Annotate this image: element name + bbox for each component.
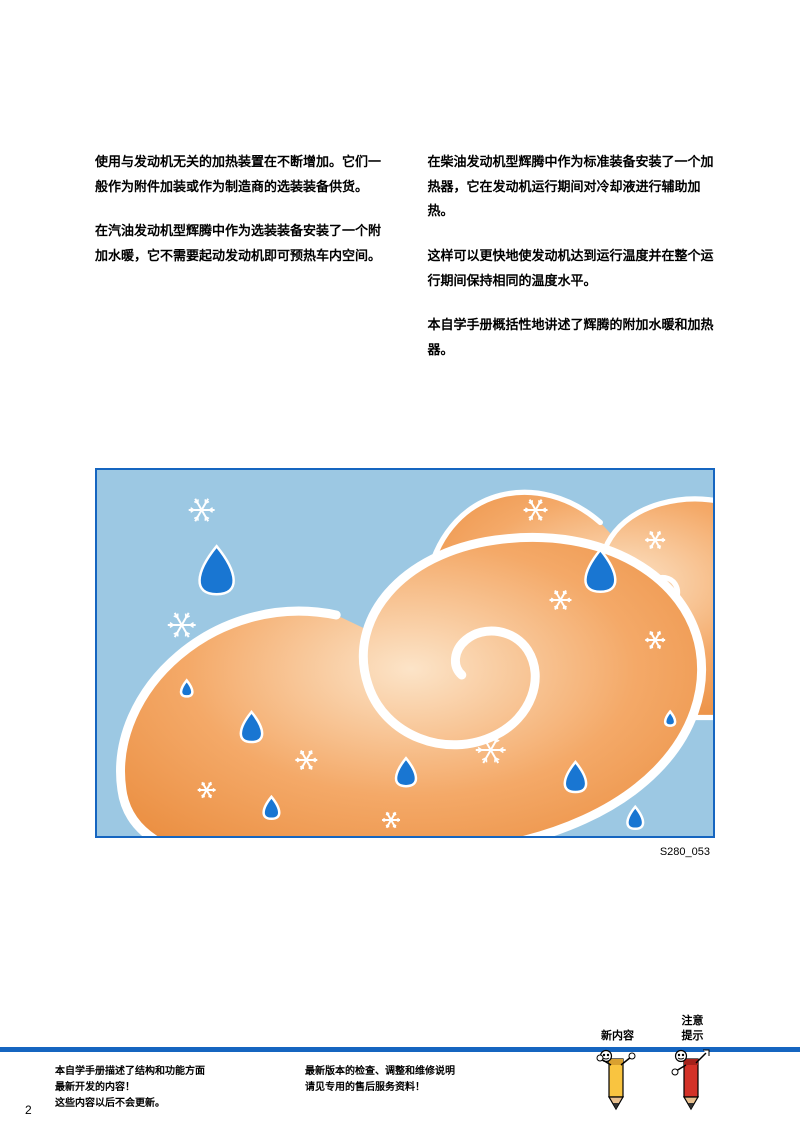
- note-label-1: 注意: [682, 1014, 704, 1028]
- pencil-red-icon: [670, 1047, 715, 1112]
- paragraph: 本自学手册概括性地讲述了辉腾的附加水暖和加热器。: [428, 313, 716, 362]
- footer-line: 最新开发的内容！: [55, 1080, 205, 1096]
- footer-line: 最新版本的检查、调整和维修说明: [305, 1064, 455, 1080]
- right-column: 在柴油发动机型辉腾中作为标准装备安装了一个加热器，它在发动机运行期间对冷却液进行…: [428, 150, 716, 383]
- new-content-label: 新内容: [601, 1029, 634, 1043]
- footer-line: 请见专用的售后服务资料！: [305, 1080, 455, 1096]
- paragraph: 这样可以更快地使发动机达到运行温度并在整个运行期间保持相同的温度水平。: [428, 244, 716, 293]
- footer-line: 本自学手册描述了结构和功能方面: [55, 1064, 205, 1080]
- footer-line: 这些内容以后不会更新。: [55, 1096, 205, 1112]
- footer-icons: 新内容 注意 提示: [595, 1014, 715, 1112]
- paragraph: 在汽油发动机型辉腾中作为选装装备安装了一个附加水暖，它不需要起动发动机即可预热车…: [95, 219, 383, 268]
- pencil-yellow-icon: [595, 1047, 640, 1112]
- heat-illustration: [95, 468, 715, 838]
- figure-label: S280_053: [0, 846, 710, 858]
- left-column: 使用与发动机无关的加热装置在不断增加。它们一般作为附件加装或作为制造商的选装装备…: [95, 150, 383, 383]
- paragraph: 使用与发动机无关的加热装置在不断增加。它们一般作为附件加装或作为制造商的选装装备…: [95, 150, 383, 199]
- note-label-2: 提示: [682, 1029, 704, 1043]
- paragraph: 在柴油发动机型辉腾中作为标准装备安装了一个加热器，它在发动机运行期间对冷却液进行…: [428, 150, 716, 224]
- page-number: 2: [25, 1103, 32, 1117]
